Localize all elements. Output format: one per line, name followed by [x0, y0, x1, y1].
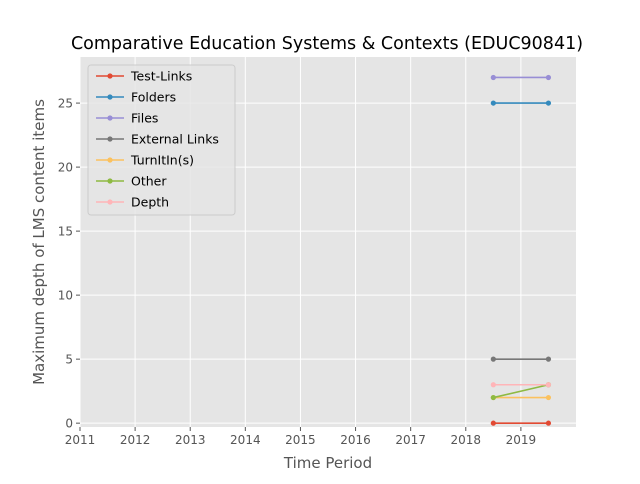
legend-marker	[107, 178, 113, 184]
x-tick-label: 2015	[285, 433, 316, 447]
y-tick-label: 10	[58, 289, 73, 303]
legend-marker	[107, 157, 113, 163]
y-tick-label: 20	[58, 161, 73, 175]
legend-label: Test-Links	[130, 69, 192, 84]
data-point	[545, 420, 552, 426]
x-tick-label: 2017	[395, 433, 426, 447]
y-tick-label: 5	[65, 353, 73, 367]
legend-label: TurnItIn(s)	[130, 153, 194, 168]
legend-marker	[107, 94, 113, 100]
data-point	[490, 420, 496, 426]
data-point	[490, 382, 496, 388]
x-tick-label: 2016	[340, 433, 371, 447]
x-tick-label: 2011	[65, 433, 96, 447]
legend-label: Depth	[131, 195, 169, 210]
legend-marker	[107, 199, 113, 205]
data-point	[545, 74, 552, 81]
series-layer	[490, 74, 552, 426]
tick-labels: 2011 2012 2013 2014 2015 2016 2017 2018 20190510…	[58, 97, 536, 447]
legend-marker	[107, 136, 113, 142]
x-tick-label: 2012	[120, 433, 151, 447]
legend-label: Folders	[131, 90, 176, 105]
legend-label: Other	[131, 174, 167, 189]
y-tick-label: 15	[58, 225, 73, 239]
data-point	[545, 356, 552, 362]
y-tick-label: 0	[65, 417, 73, 431]
legend: Test-Links Folders Files External Links Turn…	[87, 64, 236, 216]
y-tick-label: 25	[58, 97, 73, 111]
chart-title: Comparative Education Systems & Contexts…	[71, 34, 583, 54]
x-tick-label: 2014	[230, 433, 261, 447]
legend-frame	[87, 64, 236, 216]
data-point	[490, 74, 496, 81]
data-point	[490, 394, 496, 401]
x-axis-label: Time Period	[283, 454, 372, 472]
data-point	[545, 382, 552, 388]
grid	[79, 57, 576, 427]
x-tick-label: 2013	[175, 433, 206, 447]
y-axis-label: Maximum depth of LMS content items	[30, 99, 48, 385]
series-line-5	[493, 383, 549, 399]
x-tick-label: 2018	[451, 433, 482, 447]
data-point	[490, 100, 496, 106]
legend-marker	[107, 115, 113, 121]
data-point	[490, 356, 496, 362]
x-tick-label: 2019	[506, 433, 537, 447]
data-point	[545, 100, 552, 106]
data-point	[545, 394, 552, 401]
legend-label: Files	[131, 111, 158, 126]
legend-items: Test-Links Folders Files External Links Turn…	[96, 69, 219, 210]
legend-label: External Links	[131, 132, 219, 147]
legend-marker	[107, 73, 113, 79]
